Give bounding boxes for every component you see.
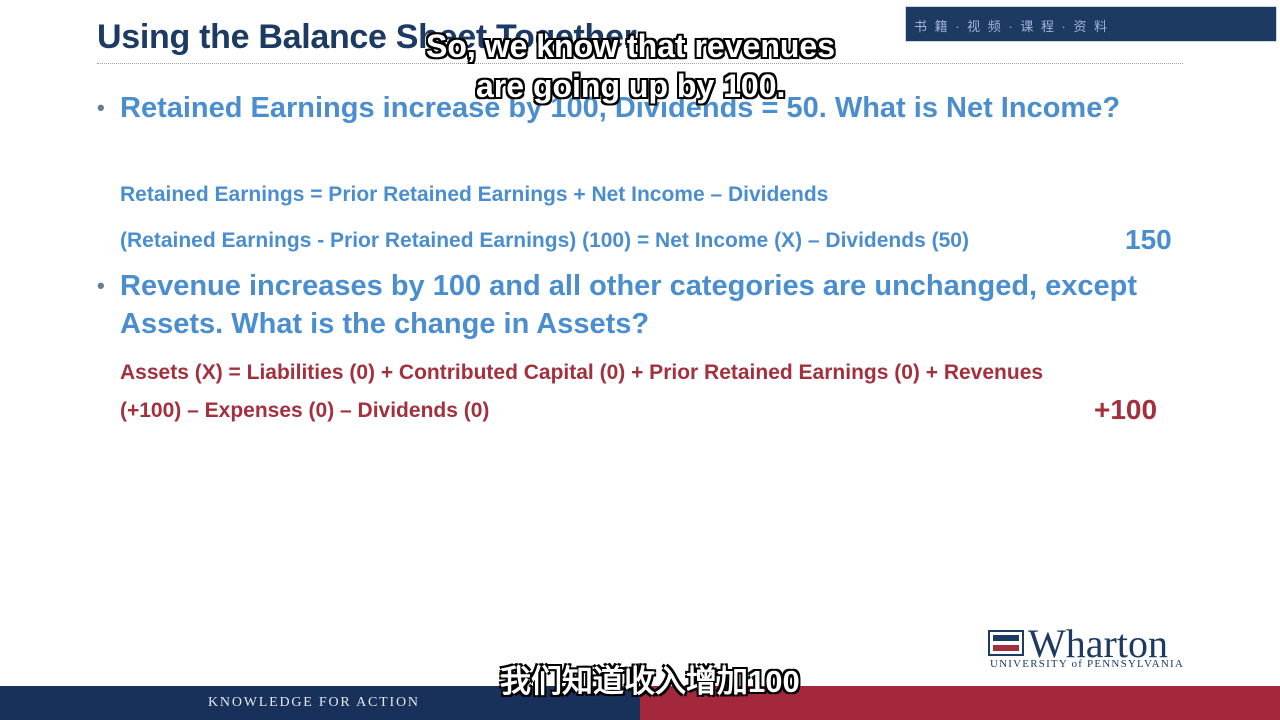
subtitle-zh: 我们知道收入增加100 <box>500 664 800 699</box>
logo-wordmark: Wharton <box>1028 621 1168 666</box>
shield-icon <box>988 630 1024 656</box>
bullet-1-formula-1: Retained Earnings = Prior Retained Earni… <box>120 183 829 206</box>
bullet-2-answer: +100 <box>1094 394 1158 425</box>
bullet-dot-icon: • <box>97 95 105 120</box>
bullet-2-formula-2: (+100) – Expenses (0) – Dividends (0) <box>120 399 490 422</box>
bullet-1-text: Retained Earnings increase by 100, Divid… <box>120 92 1121 124</box>
footer-tagline: KNOWLEDGE FOR ACTION <box>208 695 420 710</box>
corner-watermark-text: 书 籍 · 视 频 · 课 程 · 资 料 <box>914 19 1110 34</box>
wharton-logo: Wharton UNIVERSITY of PENNSYLVANIA <box>988 621 1193 672</box>
bullet-1-answer: 150 <box>1125 224 1172 255</box>
bullet-2-formula-1: Assets (X) = Liabilities (0) + Contribut… <box>120 361 1044 384</box>
footer-bar-navy <box>0 686 640 720</box>
bullet-1-formula-2: (Retained Earnings - Prior Retained Earn… <box>120 229 969 252</box>
corner-watermark-box: 书 籍 · 视 频 · 课 程 · 资 料 <box>905 6 1277 42</box>
bullet-2-text: Revenue increases by 100 and all other c… <box>120 270 1138 340</box>
bullet-dot-icon: • <box>97 273 105 298</box>
logo-university: UNIVERSITY of PENNSYLVANIA <box>990 658 1184 670</box>
title-divider <box>97 63 1183 64</box>
subtitle-en-line-2: are going up by 100. <box>476 68 786 104</box>
slide-title: Using the Balance Sheet Together <box>97 18 637 56</box>
subtitle-en-line-1: So, we know that revenues <box>426 28 835 64</box>
footer-bar-red <box>640 686 1280 720</box>
